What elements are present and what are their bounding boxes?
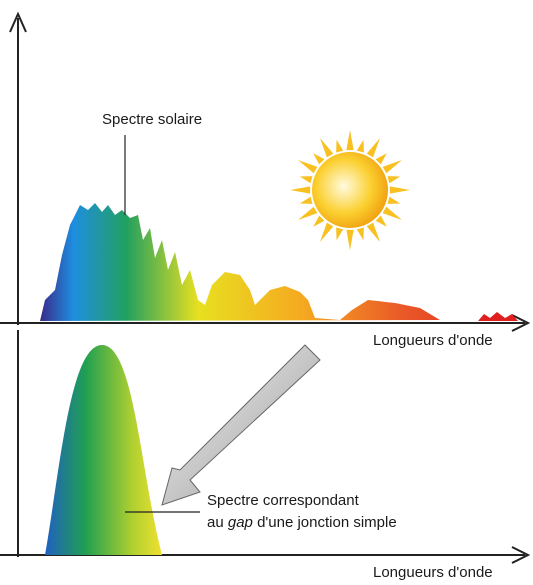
- solar-spectrum-tail: [478, 312, 518, 321]
- text: au: [207, 514, 224, 531]
- sun-ray: [320, 223, 333, 242]
- sun-ray: [383, 207, 402, 220]
- sun-ray: [313, 216, 324, 227]
- gap-label-line1: Spectre correspondant: [207, 492, 360, 509]
- sun-ray: [320, 138, 333, 157]
- sun-ray: [298, 160, 317, 173]
- gap-spectrum: [45, 345, 162, 555]
- sun-ray: [290, 186, 310, 193]
- sun-ray: [390, 186, 410, 193]
- sun-ray: [383, 160, 402, 173]
- text-italic: gap: [228, 514, 253, 531]
- sun-ray: [367, 223, 380, 242]
- top-axis-label: Longueurs d'onde: [373, 332, 493, 349]
- sun-ray: [298, 207, 317, 220]
- sun-ray: [300, 176, 313, 183]
- diagram: Spectre solaire Longueurs d'onde Spectre…: [0, 0, 533, 580]
- text: d'une jonction simple: [257, 514, 397, 531]
- sun-ray: [336, 140, 343, 153]
- sun-ray: [300, 197, 313, 204]
- sun-ray: [367, 138, 380, 157]
- sun-ray: [346, 230, 353, 250]
- sun-ray: [357, 140, 364, 153]
- sun-ray: [376, 153, 387, 164]
- sun-ray: [346, 130, 353, 150]
- solar-spectrum-label: Spectre solaire: [102, 111, 202, 128]
- gap-label-line2: au gap d'une jonction simple: [207, 514, 397, 531]
- sun-ray: [388, 197, 401, 204]
- arrow: [162, 345, 320, 505]
- sun-ray: [388, 176, 401, 183]
- page: {"labels": {"solar_spectrum": "Spectre s…: [0, 0, 533, 580]
- sun-ray: [313, 153, 324, 164]
- sun-ray: [336, 228, 343, 241]
- sun-ray: [357, 228, 364, 241]
- sun-ray: [376, 216, 387, 227]
- sun-disc: [312, 152, 388, 228]
- bottom-axis-label: Longueurs d'onde: [373, 564, 493, 580]
